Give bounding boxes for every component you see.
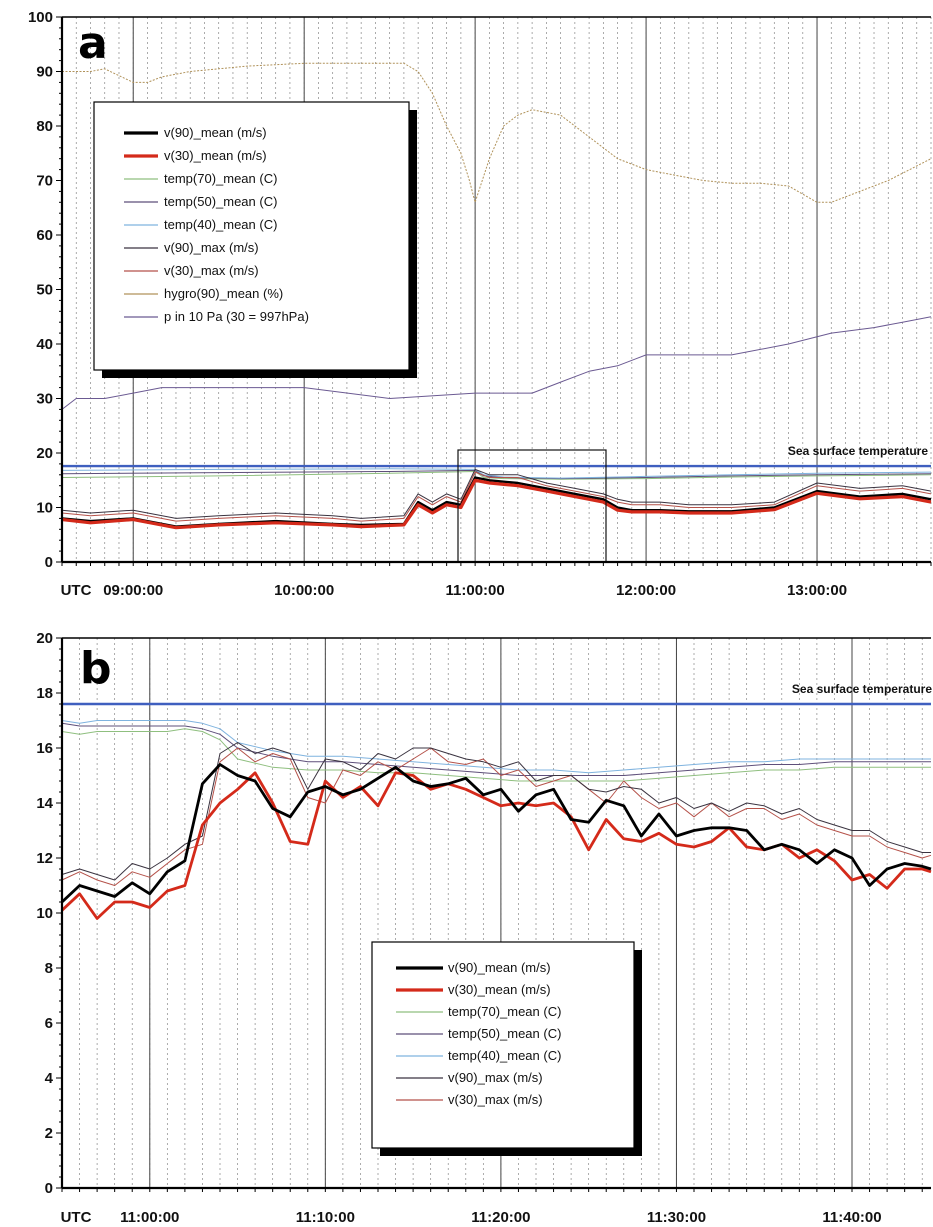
y-tick-label: 14	[36, 795, 53, 812]
legend-label-pressure: p in 10 Pa (30 = 997hPa)	[164, 309, 309, 324]
y-tick-label: 60	[36, 227, 53, 244]
panel-a-axes: 0 10 20 30 40 50 60 70 80 90 100 UTC 09:00:00 10:00:0…	[28, 9, 932, 599]
panel-b-axes: 0 2 4 6 8 10 12 14 16 18 20 UTC 11:00:00 11:10:00 11:2…	[36, 630, 931, 1226]
panel-b-sst-label: Sea surface temperature	[792, 682, 932, 696]
panel-b-label: b	[80, 643, 112, 694]
legend-label-hygro90-mean: hygro(90)_mean (%)	[164, 286, 283, 301]
series-temp70-mean	[61, 471, 932, 480]
panel-a-label: a	[78, 18, 108, 69]
x-axis-prefix: UTC	[61, 1209, 92, 1226]
y-tick-label: 16	[36, 740, 53, 757]
y-tick-label: 0	[45, 554, 53, 571]
series-temp70-mean	[61, 728, 931, 782]
y-tick-label: 50	[36, 282, 53, 299]
y-tick-label: 12	[36, 850, 53, 867]
x-tick-label: 11:10:00	[296, 1209, 355, 1226]
x-tick-label: 11:00:00	[446, 582, 505, 599]
y-tick-label: 90	[36, 64, 53, 81]
x-tick-label: 11:20:00	[471, 1209, 530, 1226]
panel-b-legend: v(90)_mean (m/s) v(30)_mean (m/s) temp(70)…	[371, 941, 642, 1156]
y-tick-label: 0	[45, 1180, 53, 1197]
series-v90-max	[61, 468, 932, 519]
legend-label-temp50-mean: temp(50)_mean (C)	[448, 1026, 561, 1041]
panel-a: Sea surface temperature 0 10 20 30 40 50 60 70 8…	[28, 9, 932, 599]
y-tick-label: 8	[45, 960, 53, 977]
legend-label-v90-mean: v(90)_mean (m/s)	[448, 960, 551, 975]
series-v30-mean	[61, 478, 932, 530]
y-tick-label: 20	[36, 630, 53, 647]
x-tick-label: 12:00:00	[616, 582, 676, 599]
y-tick-label: 6	[45, 1015, 53, 1032]
x-tick-label: 11:00:00	[120, 1209, 179, 1226]
panel-b-series	[61, 702, 932, 920]
x-axis-prefix: UTC	[61, 582, 92, 599]
panel-b: Sea surface temperature 0 2 4 6 8 10 12 14 16 18 2…	[36, 630, 932, 1226]
y-tick-label: 18	[36, 685, 53, 702]
legend-label-temp70-mean: temp(70)_mean (C)	[448, 1004, 561, 1019]
y-tick-label: 10	[36, 500, 53, 517]
y-tick-label: 10	[36, 905, 53, 922]
y-tick-label: 40	[36, 336, 53, 353]
series-hygro90-mean	[62, 62, 932, 203]
x-tick-label: 13:00:00	[787, 582, 847, 599]
y-tick-label: 80	[36, 118, 53, 135]
x-tick-label: 11:40:00	[822, 1209, 881, 1226]
x-tick-label: 09:00:00	[103, 582, 163, 599]
x-tick-label: 11:30:00	[647, 1209, 706, 1226]
legend-label-v30-max: v(30)_max (m/s)	[448, 1092, 543, 1107]
panel-a-sst-label: Sea surface temperature	[788, 444, 928, 458]
panel-a-legend: v(90)_mean (m/s) v(30)_mean (m/s) temp(70)…	[93, 101, 417, 378]
legend-label-temp40-mean: temp(40)_mean (C)	[164, 217, 277, 232]
series-temp40-mean	[61, 720, 931, 774]
legend-label-temp50-mean: temp(50)_mean (C)	[164, 194, 277, 209]
legend-label-v30-mean: v(30)_mean (m/s)	[164, 148, 267, 163]
legend-label-temp70-mean: temp(70)_mean (C)	[164, 171, 277, 186]
legend-label-temp40-mean: temp(40)_mean (C)	[448, 1048, 561, 1063]
legend-box	[93, 101, 410, 371]
panel-a-series	[61, 62, 932, 530]
x-tick-label: 10:00:00	[274, 582, 334, 599]
series-v90-max	[61, 742, 931, 881]
y-tick-label: 4	[45, 1070, 54, 1087]
legend-label-v90-max: v(90)_max (m/s)	[448, 1070, 543, 1085]
series-pressure	[61, 316, 932, 410]
legend-box	[371, 941, 635, 1149]
legend-label-v30-max: v(30)_max (m/s)	[164, 263, 259, 278]
series-v90-mean	[61, 763, 932, 904]
series-v30-max	[61, 471, 932, 522]
legend-label-v30-mean: v(30)_mean (m/s)	[448, 982, 551, 997]
series-v30-mean	[61, 771, 932, 920]
y-tick-label: 20	[36, 445, 53, 462]
series-temp50-mean	[61, 722, 931, 776]
legend-label-v90-mean: v(90)_mean (m/s)	[164, 125, 267, 140]
y-tick-label: 30	[36, 391, 53, 408]
y-tick-label: 2	[45, 1125, 53, 1142]
y-tick-label: 70	[36, 173, 53, 190]
legend-label-v90-max: v(90)_max (m/s)	[164, 240, 259, 255]
y-tick-label: 100	[28, 9, 53, 26]
